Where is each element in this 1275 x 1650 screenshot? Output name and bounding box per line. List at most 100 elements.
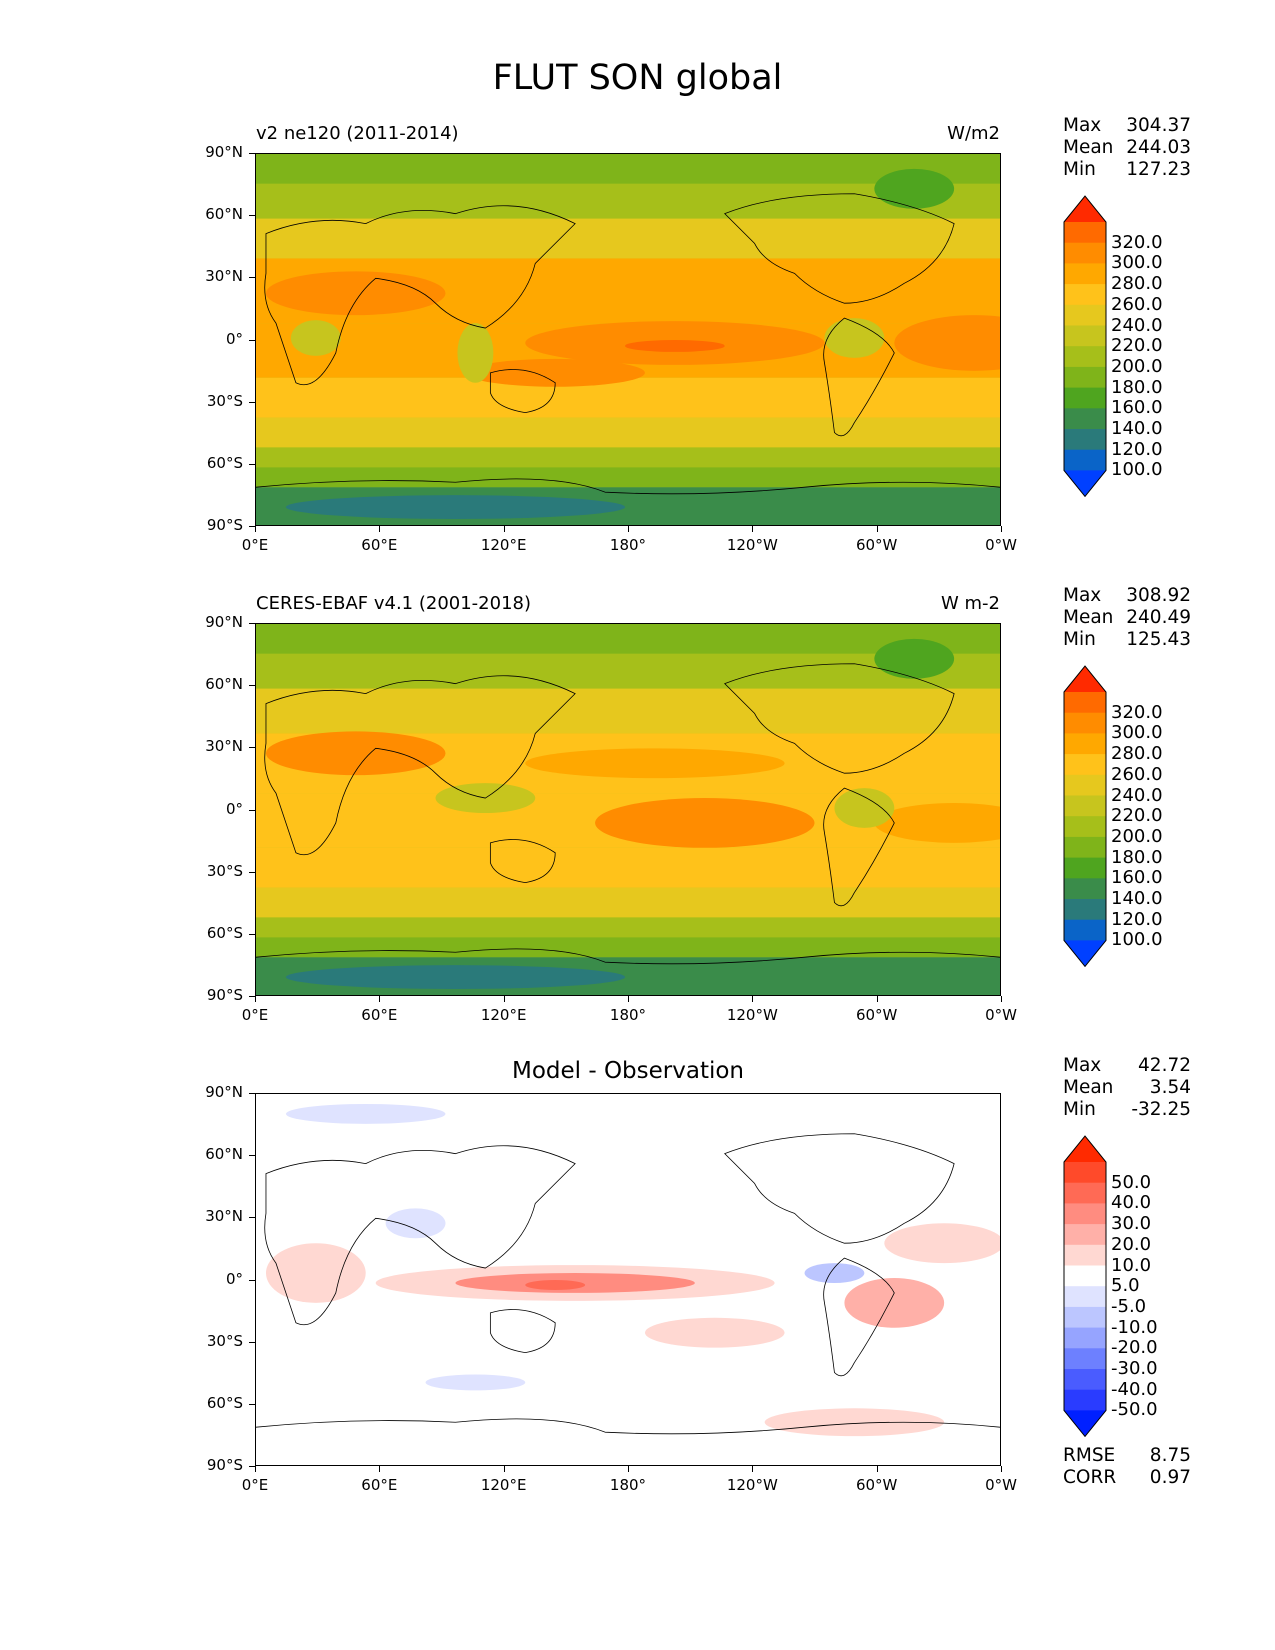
lat-tick-mark bbox=[249, 339, 255, 341]
stat-min: 127.23 bbox=[1126, 159, 1191, 180]
colorbar-segment bbox=[1064, 325, 1106, 347]
lon-tick-mark bbox=[628, 526, 629, 532]
lat-tick-mark bbox=[249, 1279, 255, 1281]
lat-tick-mark bbox=[249, 463, 255, 465]
lat-tick-label: 30°S bbox=[206, 861, 243, 880]
lon-tick-mark bbox=[752, 996, 754, 1002]
colorbar-tick-label: -40.0 bbox=[1111, 1378, 1158, 1400]
colorbar-segment bbox=[1064, 754, 1106, 776]
colorbar-segment bbox=[1064, 1389, 1106, 1411]
map-model bbox=[255, 153, 1001, 526]
lon-tick-label: 120°W bbox=[726, 536, 778, 554]
stat-max: 304.37 bbox=[1126, 115, 1191, 136]
colorbar-segment bbox=[1064, 1327, 1106, 1349]
lon-tick-label: 180° bbox=[609, 1006, 647, 1024]
lon-tick-label: 60°W bbox=[855, 1476, 898, 1494]
lat-tick-label: 30°N bbox=[205, 737, 243, 756]
colorbar-segment bbox=[1064, 733, 1106, 755]
panel-title: v2 ne120 (2011-2014) bbox=[256, 123, 459, 144]
colorbar-tick-label: -5.0 bbox=[1111, 1295, 1147, 1317]
colorbar-outline bbox=[1063, 1135, 1107, 1438]
lon-tick-mark bbox=[503, 526, 505, 532]
colorbar-tick-label: -20.0 bbox=[1111, 1337, 1158, 1359]
colorbar-tick-label: 180.0 bbox=[1111, 376, 1163, 398]
colorbar-tick-label: 140.0 bbox=[1111, 888, 1163, 909]
colorbar-segment bbox=[1064, 919, 1106, 941]
stats-block: Max 42.72 Mean 3.54 Min -32.25 bbox=[1063, 1055, 1191, 1120]
panel-units: W/m2 bbox=[947, 123, 1000, 144]
colorbar-segment bbox=[1064, 346, 1106, 368]
colorbar-segment bbox=[1064, 1203, 1106, 1225]
colorbar-tick-label: 100.0 bbox=[1111, 929, 1163, 951]
lat-tick-label: 60°S bbox=[206, 923, 243, 942]
figure-title: FLUT SON global bbox=[492, 58, 783, 98]
panel-obs: CERES-EBAF v4.1 (2001-2018) W m-2 bbox=[0, 585, 1275, 1055]
lon-tick-mark bbox=[876, 1466, 878, 1472]
lon-tick-mark bbox=[1001, 1466, 1002, 1472]
colorbar-extend-top bbox=[1064, 196, 1106, 222]
lat-tick-mark bbox=[249, 1217, 255, 1219]
colorbar-segment bbox=[1064, 836, 1106, 859]
lat-tick-label: 0° bbox=[225, 329, 243, 348]
colorbar-segment bbox=[1064, 284, 1106, 306]
stat-mean: 3.54 bbox=[1149, 1077, 1191, 1098]
lon-tick-mark bbox=[876, 526, 878, 532]
colorbar-tick-label: 300.0 bbox=[1111, 722, 1163, 744]
lat-tick-label: 60°N bbox=[205, 1145, 243, 1164]
colorbar-segment bbox=[1064, 387, 1106, 409]
colorbar-segment bbox=[1064, 692, 1106, 714]
colorbar-tick-label: 30.0 bbox=[1111, 1213, 1152, 1235]
lat-tick-mark bbox=[249, 1155, 255, 1157]
map-diff bbox=[255, 1093, 1001, 1466]
colorbar-tick-label: 320.0 bbox=[1111, 701, 1163, 723]
lat-tick-label: 90°N bbox=[205, 1083, 243, 1101]
lat-tick-mark bbox=[249, 1341, 255, 1343]
lat-tick-label: 60°S bbox=[206, 1393, 243, 1412]
lat-tick-label: 30°N bbox=[205, 1207, 243, 1226]
colorbar-outline bbox=[1063, 195, 1107, 498]
colorbar-segment bbox=[1064, 712, 1106, 734]
lat-tick-mark bbox=[249, 933, 255, 935]
colorbar-tick-label: 10.0 bbox=[1111, 1254, 1152, 1276]
lon-tick-mark bbox=[379, 1466, 381, 1472]
lat-tick-mark bbox=[249, 277, 255, 279]
colorbar-tick-label: 260.0 bbox=[1111, 763, 1163, 785]
lat-tick-label: 90°N bbox=[205, 613, 243, 631]
lat-tick-mark bbox=[249, 685, 255, 687]
metrics-block: RMSE 8.75 CORR 0.97 bbox=[1063, 1445, 1191, 1488]
lon-tick-label: 120°W bbox=[726, 1476, 778, 1494]
lat-tick-mark bbox=[249, 623, 255, 624]
lat-tick-label: 60°N bbox=[205, 675, 243, 694]
lon-tick-mark bbox=[255, 1466, 256, 1472]
colorbar-segment bbox=[1064, 429, 1106, 451]
colorbar-tick-label: -30.0 bbox=[1111, 1358, 1158, 1379]
colorbar-tick-label: 20.0 bbox=[1111, 1233, 1152, 1255]
lat-tick-label: 60°N bbox=[205, 205, 243, 224]
lat-tick-mark bbox=[249, 1403, 255, 1405]
lon-tick-mark bbox=[752, 1466, 754, 1472]
colorbar-segment bbox=[1064, 366, 1106, 389]
colorbar-tick-label: 280.0 bbox=[1111, 743, 1163, 765]
lat-tick-label: 60°S bbox=[206, 453, 243, 472]
colorbar-segment bbox=[1064, 1244, 1106, 1266]
colorbar-tick-label: 160.0 bbox=[1111, 867, 1163, 889]
lat-tick-label: 90°S bbox=[206, 1456, 243, 1474]
colorbar-tick-label: 140.0 bbox=[1111, 418, 1163, 439]
colorbar-tick-label: 220.0 bbox=[1111, 335, 1163, 357]
colorbar-extend-top bbox=[1064, 666, 1106, 692]
colorbar-segment bbox=[1064, 857, 1106, 879]
colorbar-tick-label: 240.0 bbox=[1111, 314, 1163, 336]
lon-tick-label: 0°E bbox=[241, 1006, 269, 1024]
colorbar-svg bbox=[1063, 195, 1107, 498]
lat-tick-label: 30°N bbox=[205, 267, 243, 286]
lon-tick-mark bbox=[1001, 526, 1002, 532]
map-model-field bbox=[256, 154, 1000, 525]
colorbar-segment bbox=[1064, 774, 1106, 796]
colorbar-extend-bottom bbox=[1064, 1410, 1106, 1437]
lat-tick-mark bbox=[249, 871, 255, 873]
colorbar-tick-label: 180.0 bbox=[1111, 846, 1163, 868]
colorbar-tick-label: 100.0 bbox=[1111, 459, 1163, 481]
stat-mean: 240.49 bbox=[1126, 607, 1191, 628]
colorbar-segment bbox=[1064, 878, 1106, 900]
lon-tick-label: 60°E bbox=[361, 1476, 398, 1494]
